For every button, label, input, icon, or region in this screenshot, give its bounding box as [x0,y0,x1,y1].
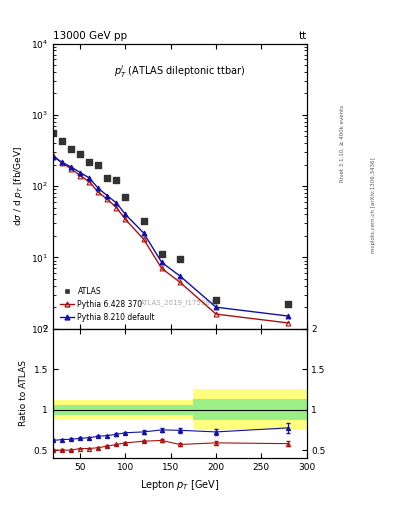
Point [213,296,219,304]
Text: mcplots.cern.ch [arXiv:1306.3436]: mcplots.cern.ch [arXiv:1306.3436] [371,157,376,252]
Text: Rivet 3.1.10, ≥ 400k events: Rivet 3.1.10, ≥ 400k events [340,105,344,182]
Point [285,300,292,308]
Point [158,250,165,259]
Text: $p_T^l$ (ATLAS dileptonic ttbar): $p_T^l$ (ATLAS dileptonic ttbar) [114,63,246,80]
Y-axis label: Ratio to ATLAS: Ratio to ATLAS [19,360,28,426]
Point [177,255,183,263]
Point [122,193,129,201]
Legend: ATLAS, Pythia 6.428 370, Pythia 8.210 default: ATLAS, Pythia 6.428 370, Pythia 8.210 de… [57,284,158,325]
Point [68,145,74,153]
Point [86,158,92,166]
Point [95,161,101,169]
Text: tt: tt [298,31,307,41]
Point [59,137,65,145]
Point [140,217,147,225]
Text: ATLAS_2019_I1759875: ATLAS_2019_I1759875 [140,299,220,306]
Point [113,176,119,184]
X-axis label: Lepton $p_T$ [GeV]: Lepton $p_T$ [GeV] [140,478,220,492]
Point [104,174,110,182]
Point [77,150,83,158]
Text: 13000 GeV pp: 13000 GeV pp [53,31,127,41]
Point [50,129,56,137]
Y-axis label: d$\sigma$ / d $p_T$ [fb/GeV]: d$\sigma$ / d $p_T$ [fb/GeV] [13,146,26,226]
